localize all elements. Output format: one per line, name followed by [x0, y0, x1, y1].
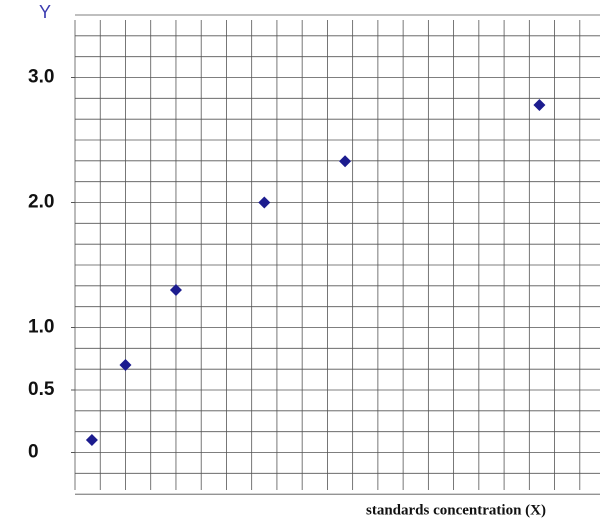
y-tick-label: 1.0	[28, 317, 54, 338]
y-tick-label: 0.5	[28, 379, 55, 400]
y-axis-label: Y	[39, 2, 51, 22]
data-point	[85, 434, 98, 446]
y-tick-label: 0	[28, 442, 39, 463]
y-tick-label: 2.0	[28, 192, 54, 213]
data-point	[119, 359, 132, 371]
x-axis-label: standards concentration (X)	[366, 502, 546, 518]
data-point	[339, 155, 352, 168]
y-tick-label: 3.0	[28, 67, 54, 88]
grid	[74, 14, 600, 495]
data-point	[258, 196, 271, 209]
data-point	[169, 284, 182, 296]
data-point	[533, 99, 546, 111]
